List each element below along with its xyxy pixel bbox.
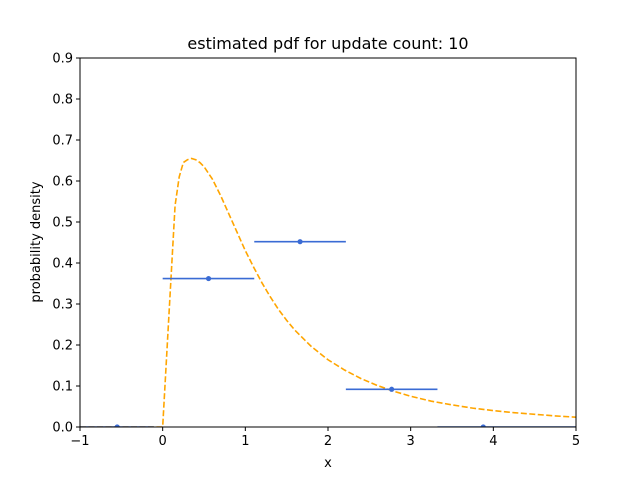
y-tick-label-8: 0.8 — [52, 93, 73, 108]
y-tick-label-0: 0.0 — [52, 421, 73, 436]
y-tick-label-1: 0.1 — [52, 380, 73, 395]
x-tick-label-6: 5 — [572, 434, 580, 449]
y-tick-label-6: 0.6 — [52, 175, 73, 190]
bin-point-1 — [205, 275, 212, 282]
y-tick-label-4: 0.4 — [52, 257, 73, 272]
plot-series-group — [80, 157, 576, 427]
estimated-pdf-line — [80, 157, 576, 427]
x-tick-label-4: 3 — [407, 434, 415, 449]
bin-point-4 — [480, 424, 486, 427]
x-tick-label-3: 2 — [324, 434, 332, 449]
x-tick-label-0: −1 — [70, 434, 89, 449]
axes: −1 0 1 2 3 4 5 0.0 0.1 0.2 0.3 0.4 0.5 0.6 0.7 0.8 0.9 — [52, 52, 580, 450]
bin-point-3 — [389, 386, 395, 392]
x-tick-label-1: 0 — [159, 434, 167, 449]
y-axis-label: probability density — [29, 181, 44, 302]
axes-frame — [79, 57, 577, 428]
y-tick-label-5: 0.5 — [52, 216, 73, 231]
x-tick-label-2: 1 — [241, 434, 249, 449]
plot-area — [80, 157, 576, 427]
y-tick-label-9: 0.9 — [52, 52, 73, 67]
x-tick-label-5: 4 — [489, 434, 497, 449]
y-tick-label-3: 0.3 — [52, 298, 73, 313]
y-tick-label-7: 0.7 — [52, 134, 73, 149]
bin-point-2 — [297, 239, 303, 245]
bin-point-0 — [114, 424, 120, 427]
x-axis-label: x — [324, 456, 332, 471]
chart-title: estimated pdf for update count: 10 — [187, 34, 468, 53]
y-tick-label-2: 0.2 — [52, 339, 73, 354]
